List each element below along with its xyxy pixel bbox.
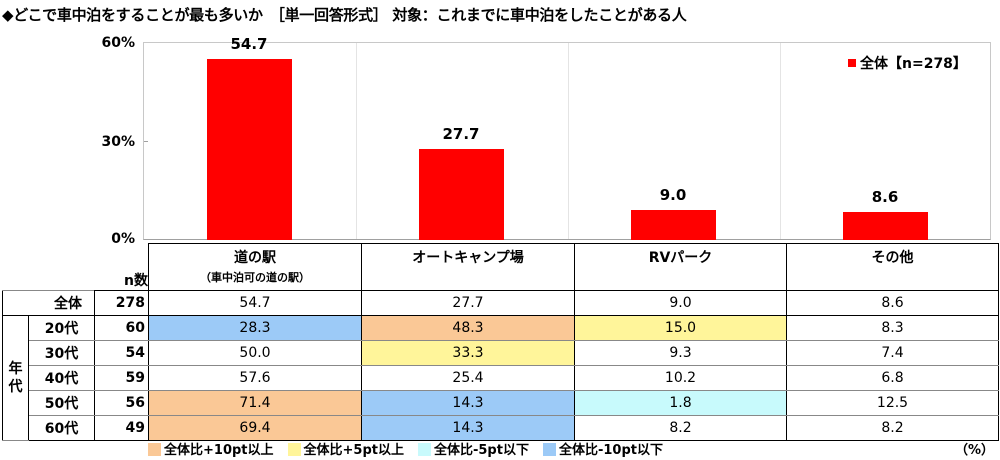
- col-header-rvpark: RVパーク: [574, 243, 787, 291]
- unit-label: （%）: [955, 443, 995, 458]
- bar: [631, 210, 716, 240]
- col-header-michinoeki: 道の駅 （車中泊可の道の駅）: [148, 243, 362, 291]
- y-tick-30: 30%: [101, 134, 135, 150]
- row-n: 56: [94, 390, 149, 416]
- legend-label: 全体【n=278】: [860, 56, 967, 72]
- cell: 33.3: [361, 340, 575, 366]
- highlight-legend-item: 全体比-5pt以下: [417, 439, 529, 458]
- legend-label: 全体比-5pt以下: [433, 443, 529, 458]
- group-label: 年代: [2, 315, 29, 441]
- bar: [843, 211, 928, 240]
- bar-value-label: 9.0: [659, 186, 687, 205]
- row-label: 30代: [28, 340, 95, 366]
- cell: 57.6: [148, 365, 362, 391]
- cell: 14.3: [361, 415, 575, 441]
- row-n: 278: [94, 290, 149, 316]
- legend-label: 全体比+10pt以上: [164, 443, 274, 458]
- grid-line: [780, 43, 781, 239]
- grid-line: [568, 43, 569, 239]
- data-table: n数 道の駅 （車中泊可の道の駅） オートキャンプ場 RVパーク その他 全体 2…: [2, 243, 999, 441]
- blank-cell: [3, 244, 95, 291]
- legend-swatch: [287, 443, 301, 456]
- cell: 9.3: [574, 340, 787, 366]
- y-tick-0: 0%: [111, 231, 135, 247]
- cell: 71.4: [148, 390, 362, 416]
- bar-value-label: 27.7: [442, 124, 480, 143]
- row-label: 60代: [28, 415, 95, 441]
- cell: 10.2: [574, 365, 787, 391]
- legend-swatch: [542, 443, 556, 456]
- cell: 48.3: [361, 315, 575, 341]
- legend-swatch: [848, 59, 856, 67]
- table-row-total: 全体 278 54.7 27.7 9.0 8.6: [2, 290, 999, 316]
- highlight-legend: 全体比+10pt以上 全体比+5pt以上 全体比-5pt以下 全体比-10pt以下: [148, 439, 677, 458]
- row-n: 59: [94, 365, 149, 391]
- n-header: n数: [94, 243, 149, 291]
- cell: 9.0: [574, 290, 787, 316]
- cell: 27.7: [361, 290, 575, 316]
- chart-title: ◆どこで車中泊をすることが最も多いか ［単一回答形式］ 対象：これまでに車中泊を…: [2, 6, 687, 24]
- table-row: 60代 49 69.4 14.3 8.2 8.2: [3, 415, 999, 441]
- cell: 15.0: [574, 315, 787, 341]
- col-header-autocamp: オートキャンプ場: [361, 243, 575, 291]
- legend-label: 全体比-10pt以下: [558, 443, 663, 458]
- cell: 54.7: [148, 290, 362, 316]
- cell: 25.4: [361, 365, 575, 391]
- legend-swatch: [417, 443, 431, 456]
- y-tick-60: 60%: [101, 35, 135, 51]
- cell: 8.2: [574, 415, 787, 441]
- table-row: 年代 20代 60 28.3 48.3 15.0 8.3: [2, 315, 999, 441]
- bar: [207, 59, 292, 240]
- cell: 6.8: [786, 365, 999, 391]
- chart-legend: 全体【n=278】: [848, 53, 967, 73]
- table-row: 40代 59 57.6 25.4 10.2 6.8: [3, 365, 999, 391]
- age-rows: 年代 20代 60 28.3 48.3 15.0 8.3 30代 54 50.0 33.3 9.3 7.…: [2, 315, 999, 441]
- highlight-legend-item: 全体比+10pt以上: [148, 439, 274, 458]
- grid-line: [356, 43, 357, 239]
- row-label: 40代: [28, 365, 95, 391]
- cell: 69.4: [148, 415, 362, 441]
- bar-value-label: 8.6: [871, 187, 899, 206]
- cell: 8.2: [786, 415, 999, 441]
- row-label: 全体: [2, 290, 95, 316]
- plot-area: [143, 42, 991, 240]
- row-n: 54: [94, 340, 149, 366]
- cell: 50.0: [148, 340, 362, 366]
- legend-swatch: [148, 443, 161, 456]
- legend-label: 全体比+5pt以上: [303, 443, 404, 458]
- table-row: 50代 56 71.4 14.3 1.8 12.5: [3, 390, 999, 416]
- cell: 28.3: [148, 315, 362, 341]
- highlight-legend-item: 全体比-10pt以下: [542, 439, 663, 458]
- bar: [419, 148, 504, 240]
- table-row: 30代 54 50.0 33.3 9.3 7.4: [3, 340, 999, 366]
- table-header-row: n数 道の駅 （車中泊可の道の駅） オートキャンプ場 RVパーク その他: [3, 243, 999, 291]
- col-header-other: その他: [786, 243, 999, 291]
- cell: 1.8: [574, 390, 787, 416]
- bar-value-label: 54.7: [230, 35, 268, 54]
- cell: 12.5: [786, 390, 999, 416]
- cell: 7.4: [786, 340, 999, 366]
- cell: 14.3: [361, 390, 575, 416]
- row-label: 20代: [28, 315, 95, 341]
- row-n: 49: [94, 415, 149, 441]
- row-n: 60: [94, 315, 149, 341]
- row-label: 50代: [28, 390, 95, 416]
- highlight-legend-item: 全体比+5pt以上: [287, 439, 404, 458]
- y-tick-mark: [143, 141, 148, 142]
- cell: 8.6: [786, 290, 999, 316]
- cell: 8.3: [786, 315, 999, 341]
